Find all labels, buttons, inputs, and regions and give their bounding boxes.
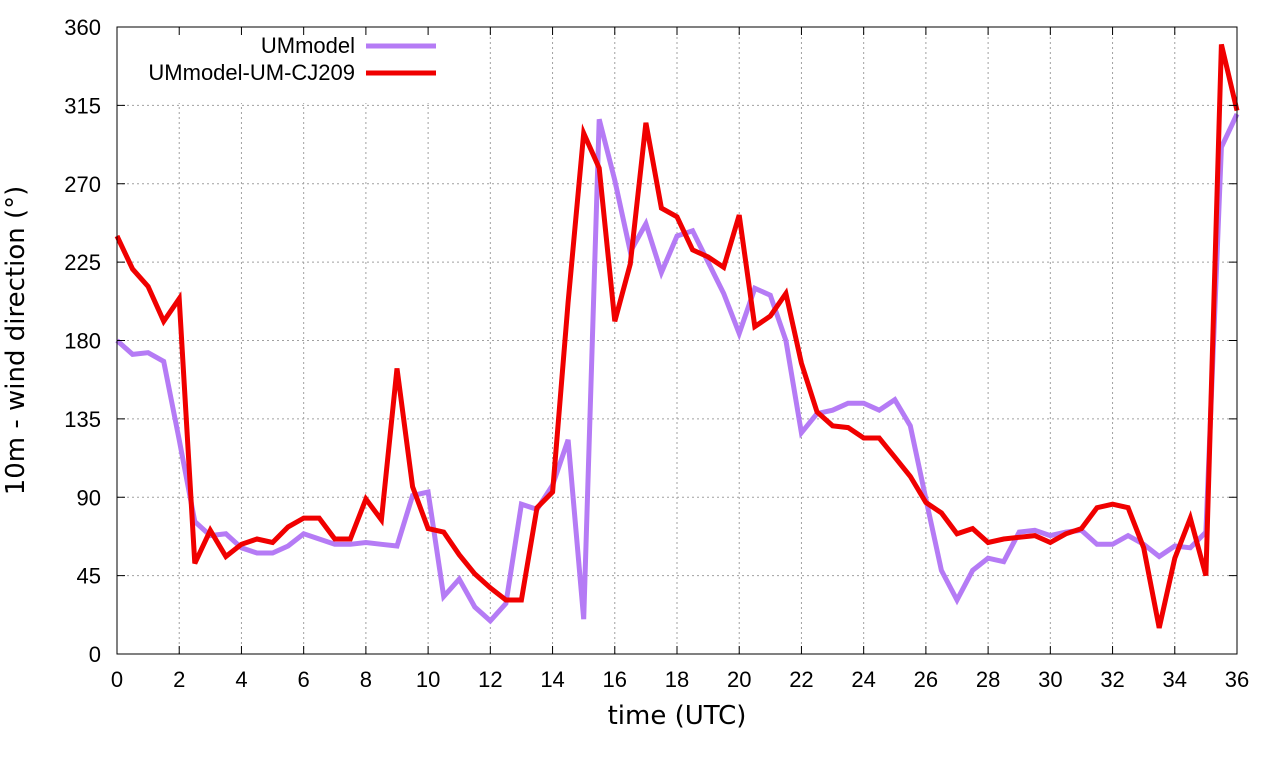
y-tick-label: 45	[77, 564, 101, 589]
ticks	[116, 26, 1238, 655]
x-tick-label: 8	[360, 667, 372, 692]
x-tick-label: 32	[1100, 667, 1124, 692]
x-tick-label: 6	[298, 667, 310, 692]
y-tick-label: 315	[64, 93, 101, 118]
series-line-2	[114, 43, 1240, 629]
legend-box	[118, 28, 448, 103]
x-tick-label: 10	[416, 667, 440, 692]
x-tick-label: 12	[478, 667, 502, 692]
x-tick-label: 16	[603, 667, 627, 692]
x-tick-label: 36	[1225, 667, 1249, 692]
x-tick-label: 2	[173, 667, 185, 692]
y-tick-label: 270	[64, 172, 101, 197]
y-tick-label: 225	[64, 250, 101, 275]
legend-item: UMmodel-UM-CJ209	[148, 60, 436, 85]
x-tick-label: 18	[665, 667, 689, 692]
y-tick-label: 360	[64, 15, 101, 40]
x-tick-label: 14	[540, 667, 564, 692]
x-tick-labels: 0 2 4 6 8 10 12 14 16 18 20 22 24 26 28 30 32 34 36	[111, 667, 1249, 692]
x-tick-label: 4	[235, 667, 247, 692]
x-tick-label: 20	[727, 667, 751, 692]
legend-label: UMmodel	[261, 33, 355, 58]
y-tick-label: 90	[77, 485, 101, 510]
legend-label: UMmodel-UM-CJ209	[148, 60, 355, 85]
x-tick-label: 26	[914, 667, 938, 692]
x-axis-title: time (UTC)	[608, 701, 747, 731]
legend-item: UMmodel	[261, 33, 436, 58]
x-tick-label: 34	[1163, 667, 1187, 692]
x-tick-label: 30	[1038, 667, 1062, 692]
series-line-1	[115, 113, 1240, 625]
x-tick-label: 0	[111, 667, 123, 692]
series-layer	[114, 43, 1240, 629]
y-tick-label: 0	[89, 642, 101, 667]
grid	[117, 27, 1237, 654]
y-tick-label: 135	[64, 407, 101, 432]
y-axis-title: 10m - wind direction (°)	[1, 186, 31, 496]
x-tick-label: 24	[851, 667, 875, 692]
y-tick-label: 180	[64, 329, 101, 354]
x-tick-label: 28	[976, 667, 1000, 692]
y-tick-labels: 0 45 90 135 180 225 270 315 360	[64, 15, 101, 667]
x-tick-label: 22	[789, 667, 813, 692]
